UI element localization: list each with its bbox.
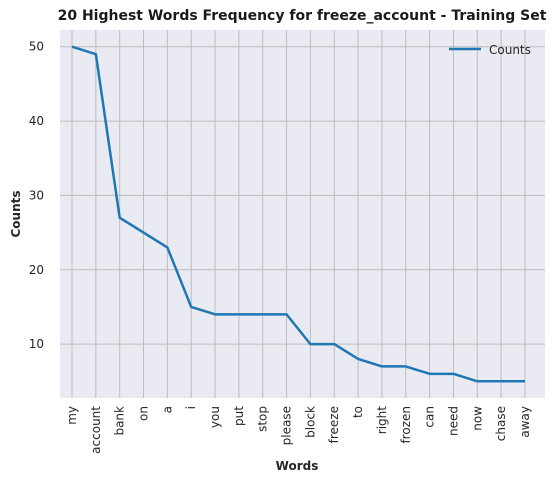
plot-area (60, 30, 545, 398)
x-tick-label: you (208, 406, 222, 428)
legend: Counts (449, 43, 531, 57)
x-tick-label: stop (256, 406, 270, 432)
series-line (71, 45, 525, 383)
x-axis-label: Words (276, 459, 319, 473)
x-tick-label: my (65, 406, 79, 425)
y-tick-label: 20 (29, 263, 44, 277)
x-tick-label: freeze (327, 406, 341, 443)
x-tick-label: account (89, 406, 103, 454)
y-axis-ticks: 10 20 30 40 50 (29, 40, 44, 351)
x-tick-label: need (446, 406, 460, 436)
legend-label: Counts (489, 43, 531, 57)
x-tick-label: block (303, 406, 317, 438)
x-tick-label: i (184, 406, 198, 409)
x-tick-label: to (351, 406, 365, 418)
x-tick-label: away (518, 406, 532, 438)
y-tick-label: 40 (29, 114, 44, 128)
x-tick-label: please (280, 406, 294, 445)
x-tick-label: right (375, 406, 389, 434)
x-tick-label: on (137, 406, 151, 421)
y-axis-label: Counts (9, 190, 23, 237)
x-tick-label: now (470, 406, 484, 431)
series-layer (71, 45, 525, 383)
grid-lines (60, 30, 545, 398)
x-tick-label: a (160, 406, 174, 413)
y-tick-label: 50 (29, 40, 44, 54)
x-axis-ticks: my account bank on a i you put stop please block fr… (65, 406, 532, 454)
x-tick-label: bank (113, 406, 127, 436)
chart-title: 20 Highest Words Frequency for freeze_ac… (58, 8, 547, 24)
y-tick-label: 10 (29, 337, 44, 351)
x-tick-label: can (423, 406, 437, 428)
x-tick-label: chase (494, 406, 508, 441)
x-tick-label: frozen (399, 406, 413, 444)
y-tick-label: 30 (29, 188, 44, 202)
x-tick-label: put (232, 406, 246, 426)
